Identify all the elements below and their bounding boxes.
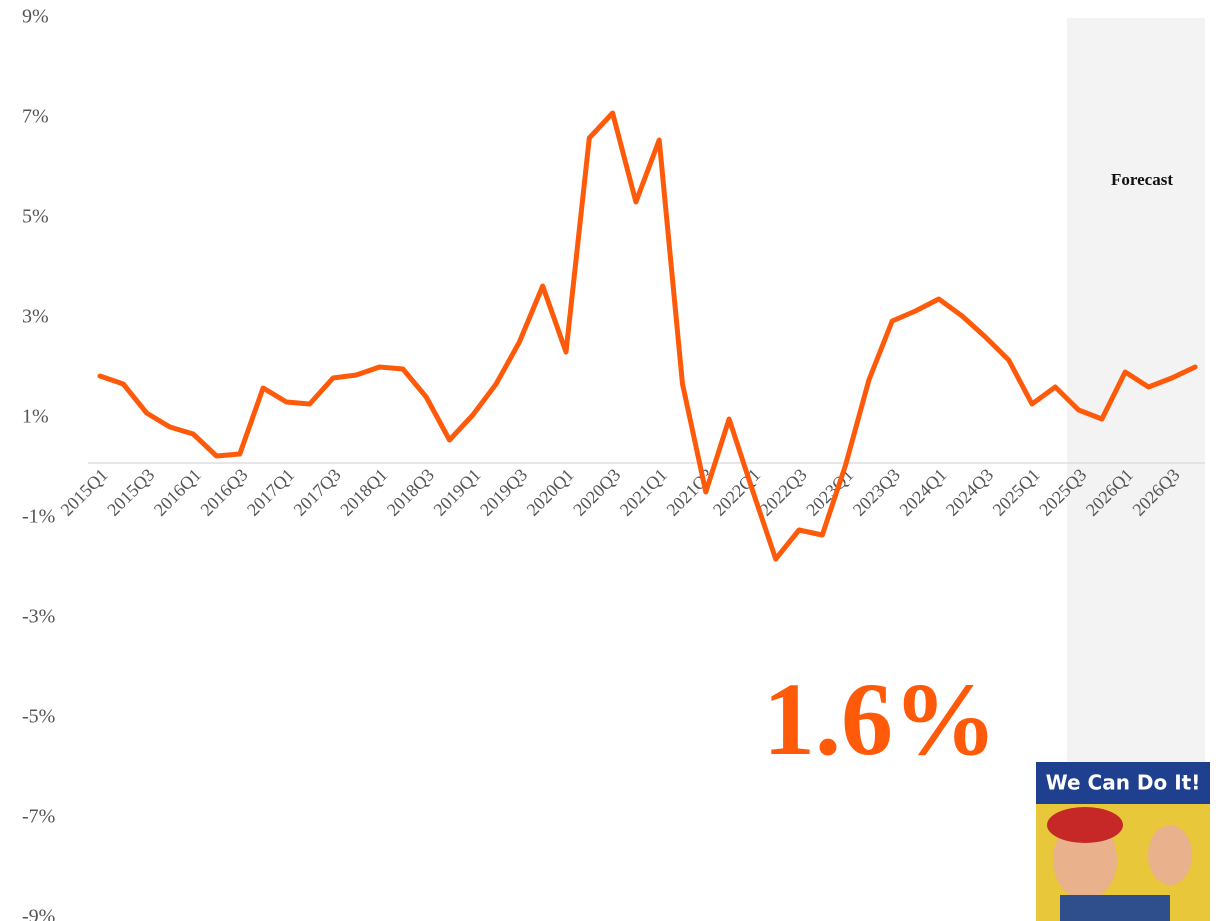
x-tick-label: 2024Q3 — [942, 465, 997, 520]
x-tick-label: 2019Q1 — [429, 465, 484, 520]
y-tick-label: 1% — [22, 406, 49, 428]
y-tick-label: 5% — [22, 206, 49, 228]
x-tick-label: 2016Q1 — [150, 465, 205, 520]
x-tick-label: 2016Q3 — [196, 465, 251, 520]
poster-arm — [1148, 825, 1192, 885]
x-tick-label: 2022Q1 — [709, 465, 764, 520]
poster-text: We Can Do It! — [1046, 771, 1201, 795]
x-tick-label: 2024Q1 — [895, 465, 950, 520]
x-tick-label: 2023Q3 — [849, 465, 904, 520]
poster-bandana — [1047, 807, 1123, 843]
x-tick-label: 2021Q1 — [616, 465, 671, 520]
y-tick-label: 9% — [22, 6, 49, 28]
x-tick-label: 2021Q3 — [662, 465, 717, 520]
x-tick-label: 2020Q1 — [523, 465, 578, 520]
y-tick-label: -1% — [22, 506, 55, 528]
x-tick-label: 2018Q1 — [336, 465, 391, 520]
poster: We Can Do It! — [1036, 762, 1210, 921]
forecast-label: Forecast — [1111, 170, 1173, 189]
x-tick-label: 2022Q3 — [756, 465, 811, 520]
x-tick-label: 2019Q3 — [476, 465, 531, 520]
y-tick-label: -9% — [22, 906, 55, 921]
y-tick-label: -3% — [22, 606, 55, 628]
x-tick-label: 2015Q3 — [103, 465, 158, 520]
poster-shirt — [1060, 895, 1170, 921]
y-tick-label: -7% — [22, 806, 55, 828]
y-tick-label: -5% — [22, 706, 55, 728]
x-tick-label: 2020Q3 — [569, 465, 624, 520]
x-tick-label: 2018Q3 — [383, 465, 438, 520]
x-tick-label: 2015Q1 — [57, 465, 112, 520]
chart: 9%7%5%3%1%-1%-3%-5%-7%-9%2015Q12015Q3201… — [0, 0, 1230, 921]
x-tick-label: 2017Q3 — [290, 465, 345, 520]
highlight-value: 1.6% — [763, 662, 997, 777]
y-tick-label: 7% — [22, 106, 49, 128]
y-tick-label: 3% — [22, 306, 49, 328]
x-tick-label: 2017Q1 — [243, 465, 298, 520]
x-tick-label: 2025Q1 — [989, 465, 1044, 520]
